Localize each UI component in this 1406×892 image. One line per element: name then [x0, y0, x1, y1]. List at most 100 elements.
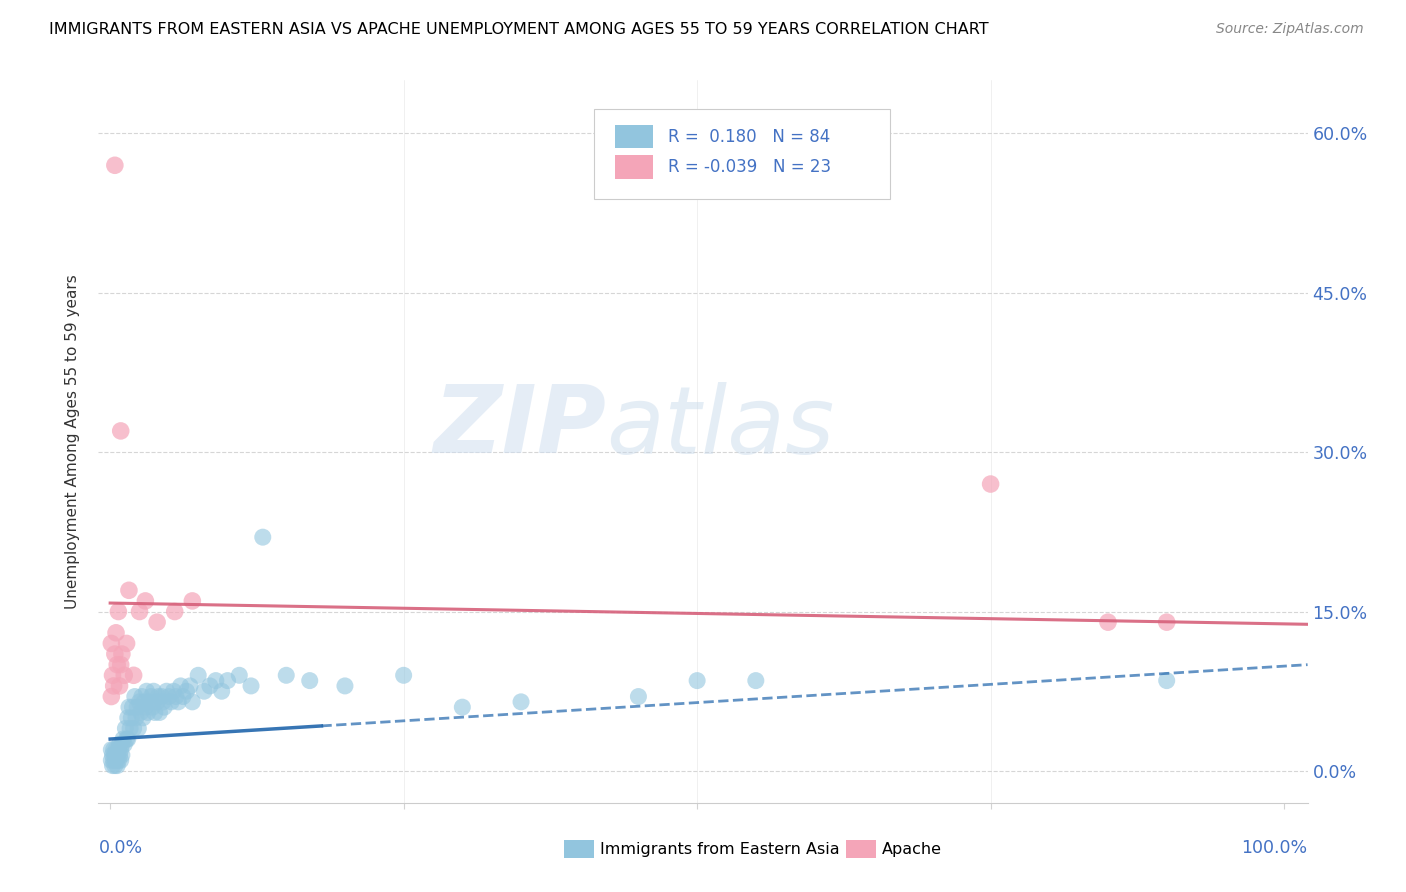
Point [187, 668, 209, 682]
Point [105, 753, 128, 767]
Point [108, 679, 131, 693]
Point [117, 732, 139, 747]
Point [105, 742, 128, 756]
Point [451, 700, 474, 714]
Text: 100.0%: 100.0% [1241, 838, 1308, 857]
Point [153, 700, 176, 714]
Point [134, 700, 156, 714]
Point [111, 747, 134, 762]
Point [745, 673, 768, 688]
Point [103, 679, 125, 693]
Point [169, 679, 191, 693]
Text: R =  0.180   N = 84: R = 0.180 N = 84 [668, 128, 830, 145]
Point [128, 695, 150, 709]
Text: Source: ZipAtlas.com: Source: ZipAtlas.com [1216, 22, 1364, 37]
Point [110, 424, 132, 438]
Point [142, 684, 165, 698]
Point [100, 742, 122, 756]
Point [110, 657, 132, 672]
Point [165, 690, 187, 704]
Point [162, 684, 184, 698]
Point [148, 690, 170, 704]
Point [127, 722, 149, 736]
Point [112, 732, 135, 747]
Point [167, 695, 190, 709]
Point [108, 737, 131, 751]
Point [333, 679, 356, 693]
Point [105, 657, 128, 672]
Point [686, 673, 709, 688]
Point [112, 737, 135, 751]
Point [141, 700, 163, 714]
Point [157, 690, 180, 704]
Point [104, 758, 127, 772]
Point [138, 695, 160, 709]
Point [103, 742, 125, 756]
Point [132, 711, 155, 725]
Point [128, 605, 150, 619]
Point [112, 668, 135, 682]
Text: R = -0.039   N = 23: R = -0.039 N = 23 [668, 158, 831, 176]
Point [148, 706, 170, 720]
Point [211, 684, 233, 698]
Point [118, 583, 141, 598]
Text: Immigrants from Eastern Asia: Immigrants from Eastern Asia [600, 841, 839, 856]
Point [122, 722, 145, 736]
Point [179, 679, 201, 693]
Point [104, 158, 127, 172]
Point [100, 690, 122, 704]
Point [127, 700, 149, 714]
Point [105, 758, 128, 772]
Point [115, 732, 138, 747]
FancyBboxPatch shape [564, 840, 595, 858]
Point [104, 747, 127, 762]
Point [1156, 615, 1178, 630]
Point [101, 747, 124, 762]
Point [172, 690, 194, 704]
Point [135, 684, 157, 698]
Point [1097, 615, 1119, 630]
Point [204, 673, 226, 688]
Point [252, 530, 274, 544]
Point [276, 668, 298, 682]
Y-axis label: Unemployment Among Ages 55 to 59 years: Unemployment Among Ages 55 to 59 years [65, 274, 80, 609]
Point [150, 690, 173, 704]
Point [103, 753, 125, 767]
Point [111, 737, 134, 751]
Point [105, 625, 128, 640]
Point [141, 690, 163, 704]
FancyBboxPatch shape [845, 840, 876, 858]
Point [980, 477, 1002, 491]
Point [298, 673, 321, 688]
Point [108, 747, 131, 762]
Point [240, 679, 263, 693]
Point [107, 605, 129, 619]
Point [118, 700, 141, 714]
Point [176, 684, 198, 698]
Point [110, 753, 132, 767]
Point [100, 753, 122, 767]
Point [107, 753, 129, 767]
Point [120, 711, 142, 725]
Text: atlas: atlas [606, 382, 835, 473]
Point [120, 722, 142, 736]
Point [110, 742, 132, 756]
Point [143, 706, 166, 720]
Point [163, 605, 186, 619]
Text: ZIP: ZIP [433, 381, 606, 473]
FancyBboxPatch shape [614, 155, 654, 178]
Point [181, 695, 204, 709]
Point [217, 673, 239, 688]
Point [1156, 673, 1178, 688]
Point [146, 615, 169, 630]
Point [104, 647, 127, 661]
Point [193, 684, 215, 698]
Point [134, 594, 156, 608]
Point [105, 747, 128, 762]
Point [146, 695, 169, 709]
FancyBboxPatch shape [595, 109, 890, 200]
Point [125, 711, 148, 725]
Point [152, 695, 174, 709]
Point [114, 722, 136, 736]
Point [510, 695, 533, 709]
